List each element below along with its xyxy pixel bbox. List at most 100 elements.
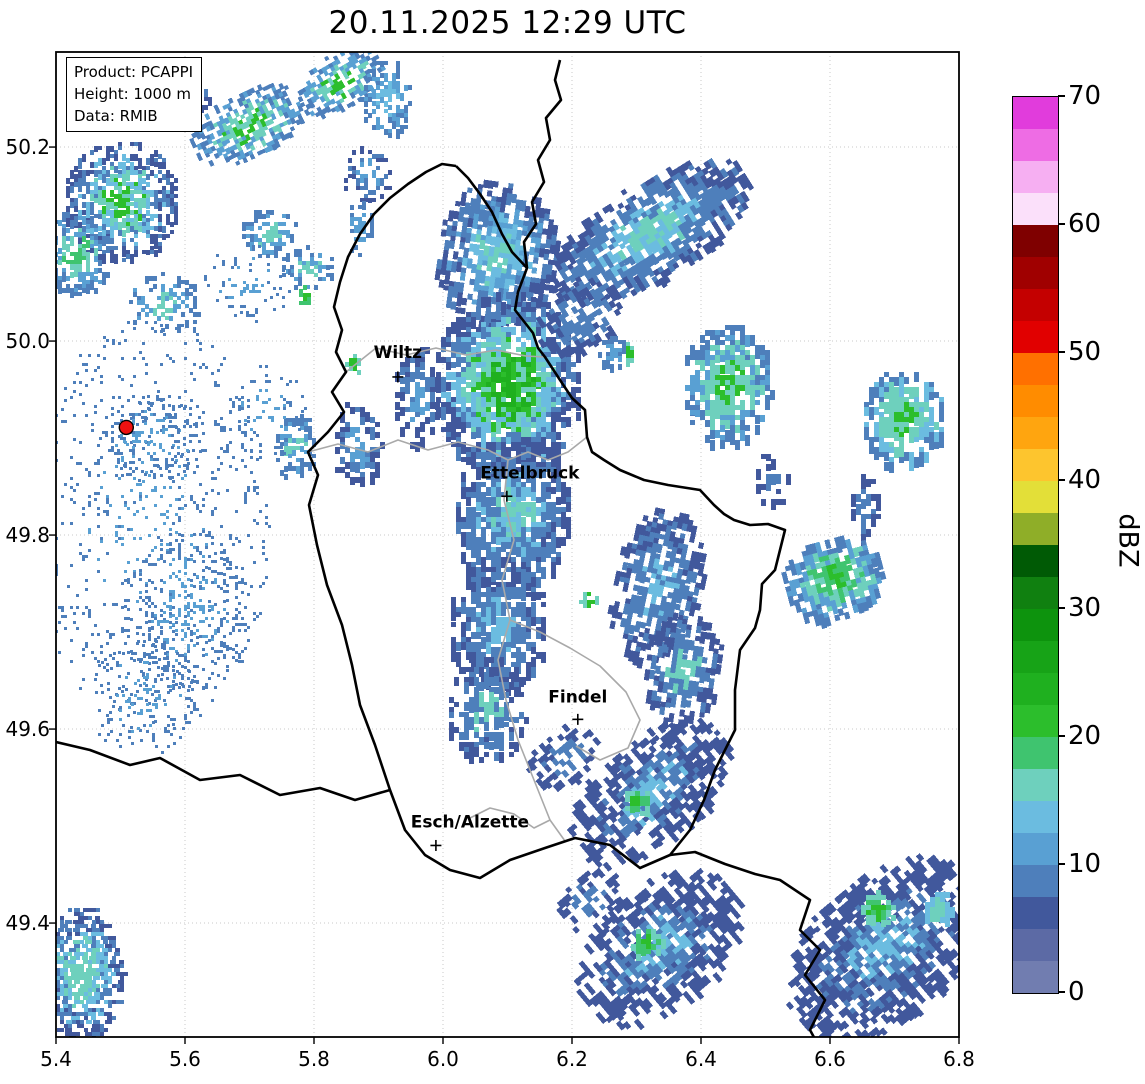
colorbar-step xyxy=(1013,673,1058,705)
echo-region xyxy=(360,61,412,139)
colorbar-step xyxy=(1013,801,1058,833)
radar-echo-layer xyxy=(56,52,959,1037)
echo-region xyxy=(56,212,110,298)
x-tick-label: 6.8 xyxy=(943,1047,975,1071)
national-borders xyxy=(56,59,827,1037)
colorbar-step xyxy=(1013,865,1058,897)
national-border-line xyxy=(306,162,787,880)
echo-region xyxy=(685,325,775,451)
echo-region xyxy=(95,640,194,754)
colorbar-step xyxy=(1013,545,1058,577)
colorbar-tick xyxy=(1058,991,1065,993)
x-tick-label: 5.6 xyxy=(169,1047,201,1071)
colorbar-tick xyxy=(1058,607,1065,609)
colorbar-step xyxy=(1013,289,1058,321)
colorbar-tick-label: 40 xyxy=(1068,465,1102,495)
echo-region xyxy=(344,146,392,203)
city-label: Esch/Alzette xyxy=(411,812,529,832)
colorbar-step xyxy=(1013,161,1058,193)
map-plot-area: Wiltz Ettelbruck Findel Esch/Alzette xyxy=(49,51,960,1044)
internal-borders xyxy=(307,347,641,842)
colorbar-step xyxy=(1013,961,1058,993)
echo-region xyxy=(861,890,896,927)
colorbar-tick xyxy=(1058,735,1065,737)
colorbar-step xyxy=(1013,609,1058,641)
city-marker xyxy=(572,713,584,725)
city-layer: Wiltz Ettelbruck Findel Esch/Alzette xyxy=(374,343,607,851)
x-tick-label: 5.8 xyxy=(298,1047,330,1071)
y-tick-label: 50.2 xyxy=(5,135,50,160)
colorbar-axis-label: dBZ xyxy=(1112,513,1144,568)
national-border-line xyxy=(56,740,391,802)
colorbar-step xyxy=(1013,353,1058,385)
colorbar-step xyxy=(1013,513,1058,545)
info-product-line: Product: PCAPPI xyxy=(74,63,194,81)
x-tick-label: 6.4 xyxy=(685,1047,717,1071)
y-tick-label: 49.4 xyxy=(5,911,50,936)
colorbar-tick-label: 60 xyxy=(1068,209,1102,239)
echo-region xyxy=(449,657,529,764)
echo-region xyxy=(99,395,207,482)
x-tick-label: 6.2 xyxy=(556,1047,588,1071)
colorbar-tick-label: 20 xyxy=(1068,721,1102,751)
city-label: Ettelbruck xyxy=(480,463,580,483)
echo-region xyxy=(756,454,791,510)
city-marker xyxy=(430,839,442,851)
y-tick-label: 50.0 xyxy=(5,329,50,354)
echo-region xyxy=(556,867,626,934)
echo-region xyxy=(566,717,735,872)
echo-region xyxy=(56,321,271,732)
colorbar-tick xyxy=(1058,479,1065,481)
national-border-line xyxy=(522,59,563,269)
info-data-line: Data: RMIB xyxy=(74,107,158,125)
echo-region xyxy=(851,474,881,551)
figure-title: 20.11.2025 12:29 UTC xyxy=(328,5,687,41)
echo-region xyxy=(525,723,602,793)
echo-region xyxy=(573,867,746,1031)
national-border-line xyxy=(669,850,827,1037)
echo-region xyxy=(395,347,440,452)
echo-region xyxy=(535,277,624,360)
internal-border-line xyxy=(497,459,566,842)
echo-region xyxy=(242,210,298,258)
colorbar-step xyxy=(1013,417,1058,449)
x-tick-label: 5.4 xyxy=(40,1047,72,1071)
colorbar-tick xyxy=(1058,95,1065,97)
colorbar-step xyxy=(1013,897,1058,929)
y-tick-label: 49.6 xyxy=(5,717,50,742)
info-height-line: Height: 1000 m xyxy=(74,85,191,103)
city-label: Findel xyxy=(548,687,607,707)
product-info-box: Product: PCAPPI Height: 1000 m Data: RMI… xyxy=(66,57,203,132)
colorbar-tick-label: 0 xyxy=(1068,977,1085,1007)
internal-border-line xyxy=(469,807,551,829)
y-tick-label: 49.8 xyxy=(5,523,50,548)
city-marker xyxy=(392,371,404,383)
internal-border-line xyxy=(509,619,641,761)
colorbar-step xyxy=(1013,769,1058,801)
echo-region xyxy=(626,342,634,367)
colorbar-step xyxy=(1013,737,1058,769)
x-tick-label: 6.0 xyxy=(427,1047,459,1071)
echo-region xyxy=(864,372,944,473)
echo-region xyxy=(56,908,128,1037)
echo-region xyxy=(631,929,666,961)
city-marker xyxy=(501,490,513,502)
colorbar-step xyxy=(1013,193,1058,225)
colorbar-step xyxy=(1013,257,1058,289)
colorbar-step xyxy=(1013,225,1058,257)
echo-region xyxy=(545,157,755,309)
colorbar-step xyxy=(1013,641,1058,673)
city-label: Wiltz xyxy=(374,343,423,363)
internal-border-line xyxy=(345,347,546,373)
colorbar-tick-label: 70 xyxy=(1068,81,1102,111)
colorbar-tick-label: 10 xyxy=(1068,849,1102,879)
colorbar-tick xyxy=(1058,351,1065,353)
echo-region xyxy=(204,245,291,323)
colorbar-step xyxy=(1013,321,1058,353)
echo-region xyxy=(607,507,708,669)
echo-region xyxy=(781,535,887,630)
axis-ticks xyxy=(49,146,960,1044)
colorbar xyxy=(1012,96,1059,994)
echo-region xyxy=(579,592,599,608)
echo-region xyxy=(282,245,334,290)
